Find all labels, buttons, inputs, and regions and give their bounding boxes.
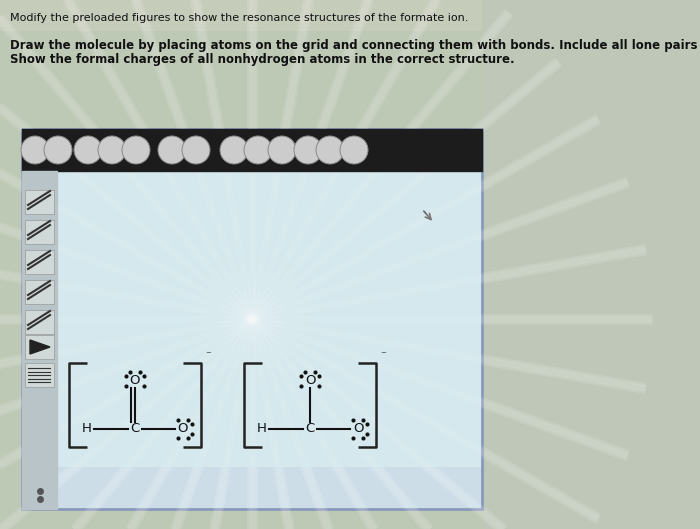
Circle shape: [98, 136, 126, 164]
Bar: [25, 363, 54, 387]
Bar: [25, 280, 54, 304]
Text: Modify the preloaded figures to show the resonance structures of the formate ion: Modify the preloaded figures to show the…: [10, 13, 468, 23]
Circle shape: [21, 136, 49, 164]
Text: O: O: [353, 423, 363, 435]
Bar: [57, 130, 481, 467]
Circle shape: [44, 136, 72, 164]
Circle shape: [158, 136, 186, 164]
Bar: [25, 335, 54, 359]
Circle shape: [74, 136, 102, 164]
Circle shape: [340, 136, 368, 164]
Text: H: H: [257, 423, 267, 435]
Text: O: O: [304, 375, 315, 388]
Circle shape: [244, 136, 272, 164]
Bar: [25, 220, 54, 244]
Polygon shape: [30, 340, 50, 354]
Bar: [0, 0, 700, 30]
Circle shape: [316, 136, 344, 164]
Bar: [25, 250, 54, 274]
Text: ⁻: ⁻: [380, 350, 386, 360]
Bar: [22, 129, 482, 509]
Circle shape: [182, 136, 210, 164]
Circle shape: [122, 136, 150, 164]
Text: O: O: [178, 423, 188, 435]
Circle shape: [294, 136, 322, 164]
Bar: [22, 171, 57, 509]
Text: ⁻: ⁻: [205, 350, 211, 360]
Text: Draw the molecule by placing atoms on the grid and connecting them with bonds. I: Draw the molecule by placing atoms on th…: [10, 39, 700, 51]
Circle shape: [268, 136, 296, 164]
Bar: [25, 190, 54, 214]
Circle shape: [220, 136, 248, 164]
Bar: [22, 129, 482, 171]
Bar: [25, 310, 54, 334]
Bar: [482, 0, 700, 529]
Text: C: C: [130, 423, 139, 435]
Text: C: C: [305, 423, 314, 435]
Text: H: H: [82, 423, 92, 435]
Text: O: O: [130, 375, 140, 388]
Text: Show the formal charges of all nonhydrogen atoms in the correct structure.: Show the formal charges of all nonhydrog…: [10, 53, 514, 67]
